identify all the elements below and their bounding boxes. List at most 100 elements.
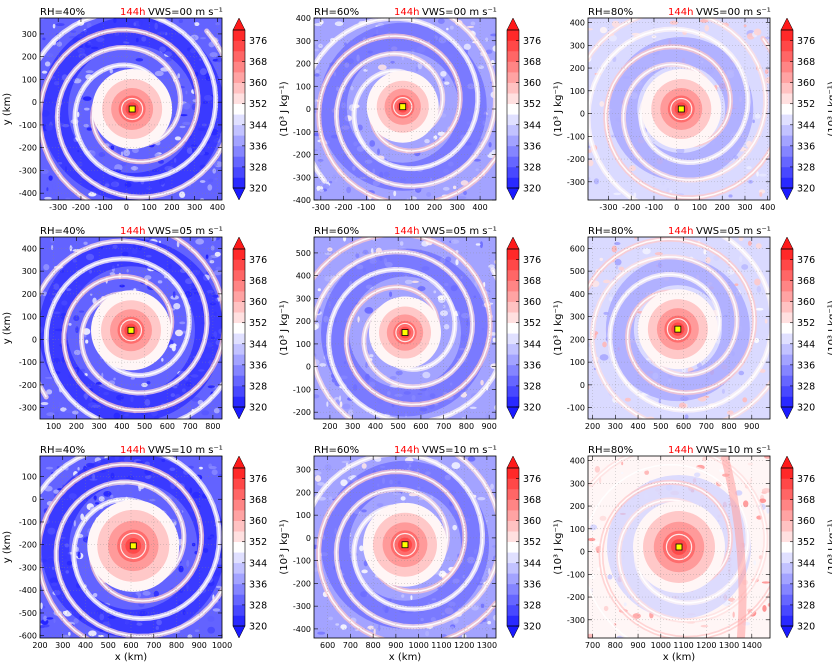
colorbar: 320 328 336 344 352 360 368 376 (10³ J kg⁻¹) bbox=[506, 236, 564, 420]
colorbar-tick-label: 368 bbox=[797, 57, 815, 68]
y-tick-label: -200 bbox=[293, 579, 311, 588]
y-tick-label: -500 bbox=[19, 609, 37, 618]
x-tick-label: 1200 bbox=[696, 641, 716, 650]
panel-rh-label: RH=40% bbox=[40, 7, 85, 18]
x-tick-label: 100 bbox=[692, 203, 707, 212]
panel-6: 200 300 400 500 600 700 800 900 -100 0 100 200 300 40… bbox=[567, 226, 832, 431]
colorbar-units-label: (10³ J kg⁻¹) bbox=[279, 81, 290, 136]
y-tick-label: 300 bbox=[22, 267, 37, 276]
x-tick-label: 400 bbox=[368, 422, 383, 431]
y-tick-label: 0 bbox=[306, 105, 311, 114]
colorbar-tick-label: 320 bbox=[249, 622, 267, 633]
panel-rh-label: RH=40% bbox=[40, 226, 85, 237]
colorbar-tick-label: 352 bbox=[797, 318, 815, 329]
x-tick-label: 1200 bbox=[454, 641, 474, 650]
colorbar-tick-label: 368 bbox=[797, 495, 815, 506]
x-tick-label: 500 bbox=[653, 422, 668, 431]
x-tick-label: 1100 bbox=[431, 641, 451, 650]
colorbar-tick-label: 328 bbox=[523, 600, 541, 611]
y-tick-label: 300 bbox=[570, 313, 585, 322]
x-tick-label: 300 bbox=[55, 641, 70, 650]
colorbar: 320 328 336 344 352 360 368 376 (10³ J kg⁻¹) bbox=[506, 455, 564, 639]
x-tick-label: 600 bbox=[676, 422, 691, 431]
colorbar-tick-label: 352 bbox=[523, 318, 541, 329]
x-tick-label: 600 bbox=[123, 641, 138, 650]
colorbar: 320 328 336 344 352 360 368 376 (10³ J kg⁻¹) bbox=[506, 17, 564, 201]
panel-rh-label: RH=40% bbox=[40, 445, 85, 456]
y-tick-label: 400 bbox=[570, 19, 585, 28]
panel-vws-label: VWS=10 m s⁻¹ bbox=[696, 445, 771, 456]
y-tick-label: -400 bbox=[293, 196, 311, 205]
y-tick-label: 0 bbox=[580, 548, 585, 557]
x-tick-label: 1000 bbox=[408, 641, 428, 650]
colorbar-tick-label: 328 bbox=[797, 381, 815, 392]
heatmap-field bbox=[40, 237, 222, 419]
colorbar-tick-label: 360 bbox=[523, 297, 541, 308]
y-tick-label: 600 bbox=[570, 244, 585, 253]
storm-center-marker bbox=[129, 542, 137, 550]
x-tick-label: 800 bbox=[205, 422, 220, 431]
x-tick-label: -300 bbox=[49, 203, 67, 212]
x-tick-label: 400 bbox=[210, 203, 225, 212]
x-tick-label: 200 bbox=[427, 203, 442, 212]
x-tick-label: 400 bbox=[630, 422, 645, 431]
y-tick-label: -100 bbox=[567, 132, 585, 141]
panel-vws-label: VWS=00 m s⁻¹ bbox=[422, 7, 497, 18]
colorbar-tick-label: 352 bbox=[249, 99, 267, 110]
x-tick-label: 200 bbox=[32, 641, 47, 650]
colorbar-tick-label: 336 bbox=[249, 141, 267, 152]
x-tick-label: 100 bbox=[142, 203, 157, 212]
y-tick-label: -100 bbox=[567, 570, 585, 579]
panel-2: -300 -200 -100 0 100 200 300 400-400-300-200-10… bbox=[293, 7, 564, 212]
y-tick-label: 400 bbox=[22, 244, 37, 253]
colorbar-tick-label: 320 bbox=[249, 184, 267, 195]
y-tick-label: -200 bbox=[567, 155, 585, 164]
colorbar-tick-label: 320 bbox=[249, 403, 267, 414]
colorbar: 320 328 336 344 352 360 368 376 (10³ J kg⁻¹) bbox=[780, 236, 832, 420]
colorbar-tick-label: 328 bbox=[797, 162, 815, 173]
x-tick-label: 1300 bbox=[719, 641, 739, 650]
y-tick-label: -100 bbox=[293, 557, 311, 566]
colorbar-units-label: (10³ J kg⁻¹) bbox=[827, 519, 832, 574]
x-tick-label: 700 bbox=[699, 422, 714, 431]
x-tick-label: 300 bbox=[608, 422, 623, 431]
colorbar-tick-label: 320 bbox=[523, 184, 541, 195]
y-axis-label: y (km) bbox=[2, 93, 13, 126]
colorbar-tick-label: 368 bbox=[523, 276, 541, 287]
x-tick-label: 900 bbox=[388, 641, 403, 650]
colorbar-tick-label: 352 bbox=[797, 537, 815, 548]
y-tick-label: 200 bbox=[296, 317, 311, 326]
x-tick-label: 800 bbox=[608, 641, 623, 650]
y-tick-label: -400 bbox=[293, 625, 311, 634]
colorbar-tick-label: 328 bbox=[249, 162, 267, 173]
x-tick-label: 200 bbox=[715, 203, 730, 212]
colorbar-units-label: (10³ J kg⁻¹) bbox=[553, 81, 564, 136]
x-tick-label: -200 bbox=[622, 203, 640, 212]
colorbar-tick-label: 344 bbox=[249, 339, 267, 350]
storm-center-marker bbox=[128, 105, 136, 113]
panel-vws-label: VWS=05 m s⁻¹ bbox=[148, 226, 223, 237]
colorbar: 320 328 336 344 352 360 368 376 (10³ J kg⁻¹) bbox=[232, 17, 290, 201]
colorbar-tick-label: 376 bbox=[249, 36, 267, 47]
x-tick-label: 800 bbox=[459, 422, 474, 431]
heatmap-field bbox=[588, 456, 770, 638]
x-tick-label: 500 bbox=[101, 641, 116, 650]
x-tick-label: -100 bbox=[645, 203, 663, 212]
colorbar-tick-label: 368 bbox=[249, 276, 267, 287]
colorbar-tick-label: 328 bbox=[523, 162, 541, 173]
y-tick-label: -100 bbox=[293, 385, 311, 394]
x-tick-label: 900 bbox=[482, 422, 497, 431]
panel-4: 100 200 300 400 500 600 700 800 -300 -200 -100 0 100… bbox=[2, 226, 290, 431]
x-tick-label: 800 bbox=[169, 641, 184, 650]
x-tick-label: -300 bbox=[312, 203, 330, 212]
y-tick-label: 0 bbox=[32, 335, 37, 344]
panel-8: 600 700 800 900 1000 1100 1200 1300-400-300-200… bbox=[293, 445, 564, 663]
x-tick-label: 400 bbox=[472, 203, 487, 212]
storm-center-marker bbox=[675, 543, 683, 551]
colorbar-tick-label: 368 bbox=[523, 495, 541, 506]
y-axis-label: y (km) bbox=[2, 312, 13, 345]
colorbar-units-label: (10³ J kg⁻¹) bbox=[553, 300, 564, 355]
colorbar-tick-label: 328 bbox=[797, 600, 815, 611]
x-tick-label: 600 bbox=[320, 641, 335, 650]
colorbar-tick-label: 368 bbox=[797, 276, 815, 287]
